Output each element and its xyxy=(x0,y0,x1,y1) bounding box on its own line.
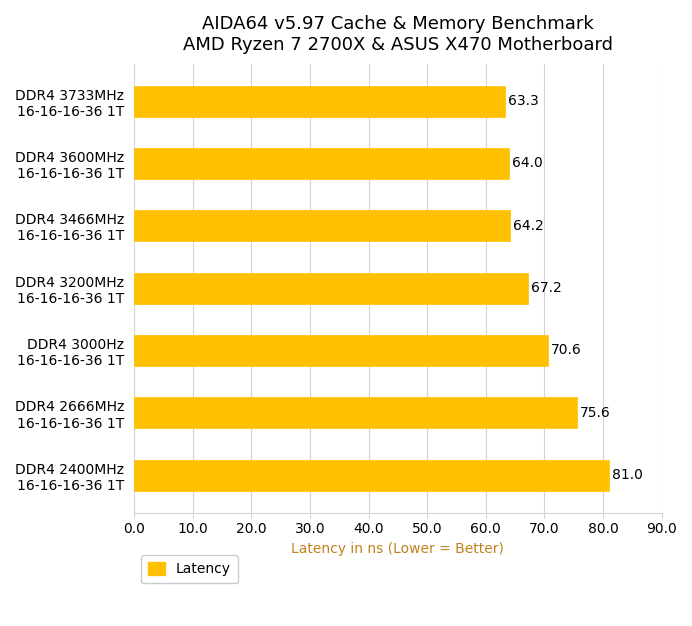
Legend: Latency: Latency xyxy=(141,555,238,583)
Title: AIDA64 v5.97 Cache & Memory Benchmark
AMD Ryzen 7 2700X & ASUS X470 Motherboard: AIDA64 v5.97 Cache & Memory Benchmark AM… xyxy=(183,15,613,54)
Bar xyxy=(134,210,511,242)
Text: 81.0: 81.0 xyxy=(612,468,643,482)
Bar xyxy=(134,459,609,491)
Text: 75.6: 75.6 xyxy=(580,406,611,420)
Bar xyxy=(134,398,577,428)
Bar xyxy=(134,86,505,116)
Bar xyxy=(134,148,509,179)
Text: 64.0: 64.0 xyxy=(512,156,543,170)
Text: 70.6: 70.6 xyxy=(551,344,581,357)
Text: 63.3: 63.3 xyxy=(508,94,539,108)
Bar xyxy=(134,272,528,304)
X-axis label: Latency in ns (Lower = Better): Latency in ns (Lower = Better) xyxy=(291,542,504,556)
Text: 67.2: 67.2 xyxy=(531,281,562,295)
Bar xyxy=(134,335,548,366)
Text: 64.2: 64.2 xyxy=(513,218,544,233)
